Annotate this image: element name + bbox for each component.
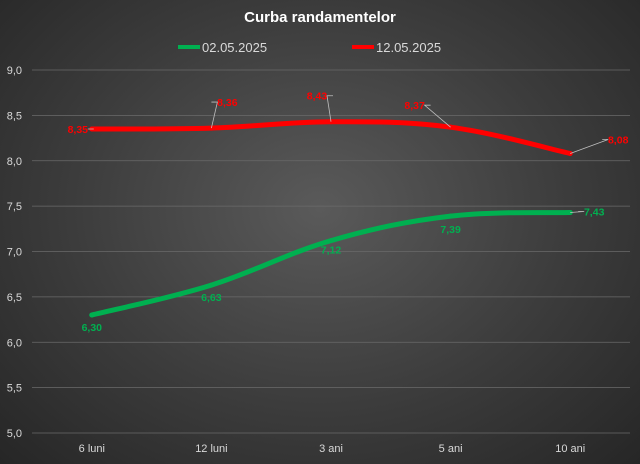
- label-leader-line: [570, 139, 609, 154]
- data-label: 7,43: [584, 206, 605, 218]
- y-tick-label: 6,0: [7, 337, 22, 349]
- x-tick-label: 12 luni: [195, 443, 227, 455]
- x-axis: 6 luni 12 luni 3 ani 5 ani 10 ani: [79, 443, 586, 455]
- label-leader-line: [211, 101, 218, 129]
- label-leader-line: [326, 95, 333, 122]
- x-tick-label: 10 ani: [555, 443, 585, 455]
- data-label: 8,36: [217, 97, 238, 109]
- data-label: 8,35: [68, 124, 89, 136]
- data-label: 6,30: [82, 322, 103, 334]
- y-tick-label: 5,5: [7, 383, 22, 395]
- data-label: 7,39: [440, 224, 461, 236]
- y-tick-label: 6,5: [7, 292, 22, 304]
- series-lines: [89, 119, 573, 318]
- series-line: [89, 119, 573, 156]
- label-leader-line: [570, 211, 585, 213]
- y-tick-label: 8,0: [7, 156, 22, 168]
- gridlines: [32, 69, 630, 434]
- data-label: 8,08: [608, 134, 629, 146]
- data-label: 8,37: [404, 100, 425, 112]
- data-point: [208, 282, 214, 288]
- data-point: [448, 213, 454, 219]
- legend-label: 12.05.2025: [376, 40, 441, 55]
- y-tick-label: 5,0: [7, 428, 22, 440]
- y-tick-label: 9,0: [7, 65, 22, 77]
- label-leader-line: [423, 104, 451, 128]
- legend: 02.05.2025 12.05.2025: [178, 40, 441, 55]
- y-tick-label: 8,5: [7, 110, 22, 122]
- data-point: [89, 312, 95, 318]
- data-label: 7,12: [321, 245, 342, 257]
- data-point: [328, 238, 334, 244]
- y-tick-label: 7,5: [7, 201, 22, 213]
- y-axis: 5,0 5,5 6,0 6,5 7,0 7,5 8,0 8,5 9,0: [7, 65, 22, 440]
- x-tick-label: 6 luni: [79, 443, 105, 455]
- data-label: 8,43: [307, 91, 328, 103]
- y-tick-label: 7,0: [7, 247, 22, 259]
- chart-title: Curba randamentelor: [244, 9, 396, 26]
- data-label: 6,63: [201, 292, 222, 304]
- x-tick-label: 5 ani: [439, 443, 463, 455]
- series-line: [89, 209, 573, 318]
- x-tick-label: 3 ani: [319, 443, 343, 455]
- legend-label: 02.05.2025: [202, 40, 267, 55]
- data-labels: 6,30 6,63 7,12 7,39 7,43 8,35 8,36 8,43 8,37 8,08: [68, 91, 629, 334]
